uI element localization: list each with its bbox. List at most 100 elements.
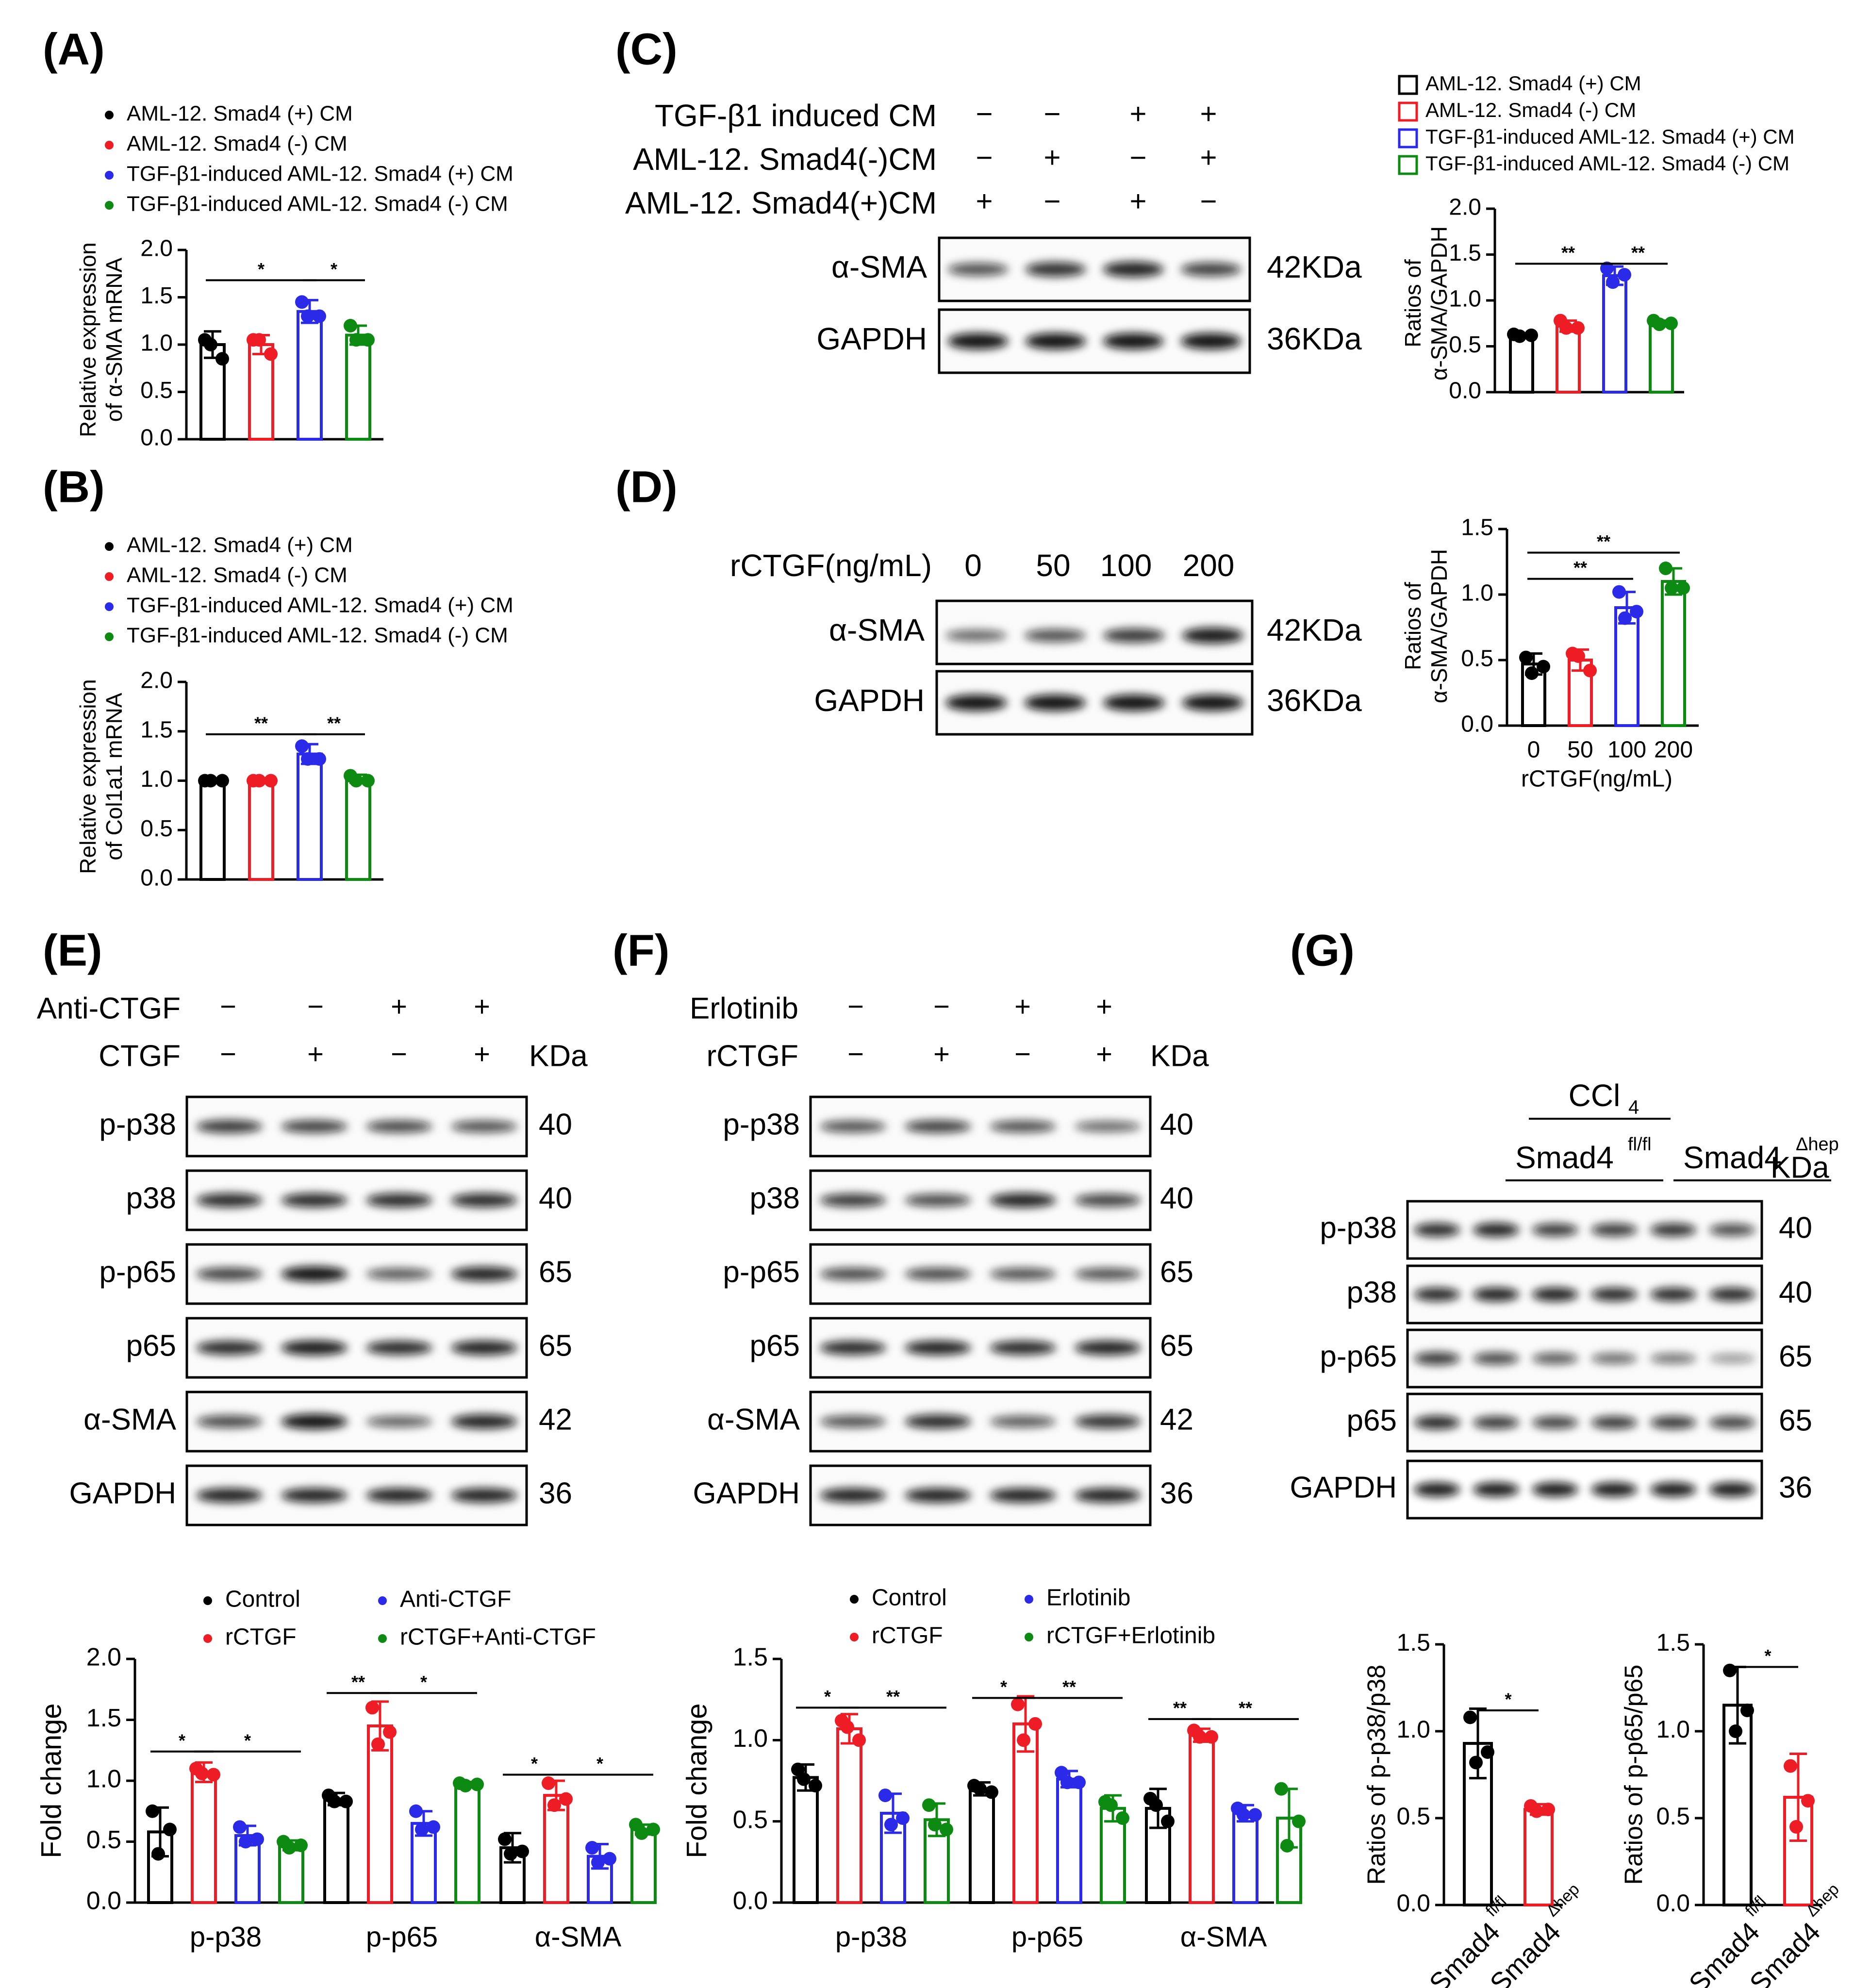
bar-2-3 (630, 1828, 657, 1904)
x-tick-superscript: Δhep (1803, 1880, 1843, 1920)
x-tick-label: 0 (1527, 737, 1540, 763)
significance-marker: * (824, 1687, 831, 1706)
data-point (204, 774, 217, 788)
data-point (896, 1811, 910, 1825)
bar-1 (1556, 324, 1581, 394)
y-tick-label: 2.0 (140, 668, 173, 694)
legend-swatch (105, 542, 114, 551)
data-point (1463, 1710, 1477, 1724)
band (1024, 629, 1086, 642)
band (1532, 1287, 1578, 1302)
bar-1-3 (454, 1783, 480, 1905)
significance-marker: * (596, 1754, 603, 1773)
data-point (559, 1792, 573, 1806)
band (451, 1414, 517, 1429)
band (1709, 1224, 1755, 1236)
data-point (791, 1762, 805, 1776)
data-point (1017, 1733, 1030, 1747)
blot-label: p-p38 (1320, 1211, 1397, 1244)
band (281, 1193, 348, 1208)
blot-label: p38 (750, 1181, 800, 1215)
band (1075, 1414, 1141, 1429)
data-point (1248, 1808, 1262, 1822)
data-point (1060, 1775, 1074, 1789)
band (1414, 1223, 1460, 1237)
band (1473, 1416, 1519, 1429)
band (1473, 1482, 1519, 1497)
blot-label: p-p65 (723, 1255, 800, 1289)
bar-1 (248, 779, 274, 881)
y-tick-label: 1.0 (140, 331, 173, 356)
blot-label: GAPDH (1290, 1471, 1397, 1504)
y-axis-label: Fold change (681, 1703, 712, 1858)
data-point (1011, 1697, 1025, 1711)
band (196, 1120, 263, 1133)
band (451, 1120, 517, 1133)
panel-label-d: (D) (615, 462, 678, 512)
condition-mark: − (976, 141, 993, 174)
y-axis-label: α-SMA/GAPDH (1426, 549, 1452, 703)
data-point (344, 319, 357, 332)
band (1103, 333, 1164, 349)
legend-swatch (850, 1595, 859, 1604)
band (366, 1193, 432, 1208)
band (1075, 1341, 1141, 1355)
data-point (1583, 663, 1597, 678)
y-tick-label: 1.5 (1449, 240, 1481, 266)
legend-swatch (105, 602, 114, 611)
band (1180, 262, 1242, 277)
band (905, 1194, 971, 1207)
band (947, 333, 1009, 349)
data-point (878, 1789, 892, 1803)
y-tick-label: 0.5 (1449, 332, 1481, 358)
blot-frame (1406, 1200, 1763, 1260)
data-point (1104, 1798, 1118, 1812)
treatment-label: CCl (1569, 1078, 1621, 1113)
x-tick-superscript: fl/fl (1742, 1892, 1770, 1921)
data-point (195, 1766, 209, 1780)
band (1532, 1223, 1578, 1237)
y-tick-label: 0.5 (1461, 646, 1493, 672)
blot-f-3 (809, 1317, 1152, 1379)
condition-mark: + (1129, 98, 1146, 130)
data-point (207, 1768, 220, 1782)
blot-f-5 (809, 1464, 1152, 1526)
band (1103, 695, 1165, 711)
blot-kda: 36 (1779, 1471, 1812, 1504)
blot-kda: 65 (539, 1329, 572, 1362)
y-tick-label: 1.0 (140, 766, 173, 792)
y-tick-label: 1.0 (86, 1765, 121, 1793)
data-point (1618, 268, 1631, 282)
data-point (1729, 1724, 1742, 1738)
significance-marker: * (258, 259, 265, 279)
legend-entry: AML-12. Smad4 (+) CM (1425, 72, 1641, 95)
significance-marker: ** (1573, 558, 1587, 578)
data-point (515, 1844, 529, 1858)
significance-marker: ** (1173, 1698, 1187, 1718)
band (1532, 1482, 1578, 1497)
band (820, 1488, 886, 1503)
condition-mark: + (391, 991, 407, 1022)
legend-entry: Control (225, 1587, 300, 1612)
condition-mark: − (391, 1038, 407, 1070)
band (196, 1488, 263, 1503)
band (1591, 1223, 1638, 1237)
legend-swatch (203, 1596, 212, 1605)
data-point (415, 1822, 429, 1837)
dose-value: 0 (964, 548, 982, 583)
band (281, 1340, 348, 1356)
data-point (1205, 1730, 1218, 1744)
legend-swatch (1398, 128, 1418, 149)
band (1650, 1223, 1696, 1237)
x-tick-label: p-p65 (366, 1921, 438, 1953)
band (1182, 628, 1244, 644)
blot-kda: 65 (1160, 1329, 1193, 1362)
data-point (940, 1822, 953, 1837)
band (990, 1415, 1056, 1428)
blot-kda: 36 (539, 1476, 572, 1510)
significance-marker: * (331, 259, 337, 279)
legend-entry: rCTGF (225, 1624, 297, 1650)
bar-0 (199, 779, 226, 881)
condition-label: Anti-CTGF (37, 992, 181, 1025)
blot-label: p-p65 (1320, 1340, 1397, 1373)
